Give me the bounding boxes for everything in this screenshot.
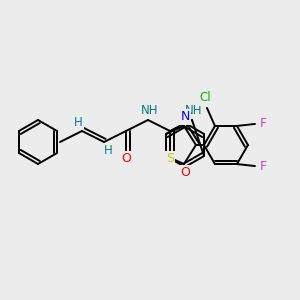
Text: F: F — [260, 117, 266, 130]
Text: O: O — [180, 167, 190, 179]
Text: F: F — [260, 160, 266, 172]
Text: S: S — [166, 152, 174, 166]
Text: N: N — [180, 110, 190, 124]
Text: Cl: Cl — [199, 92, 211, 104]
Text: H: H — [103, 145, 112, 158]
Text: NH: NH — [141, 104, 159, 118]
Text: H: H — [74, 116, 82, 128]
Text: O: O — [121, 152, 131, 166]
Text: NH: NH — [185, 104, 203, 118]
